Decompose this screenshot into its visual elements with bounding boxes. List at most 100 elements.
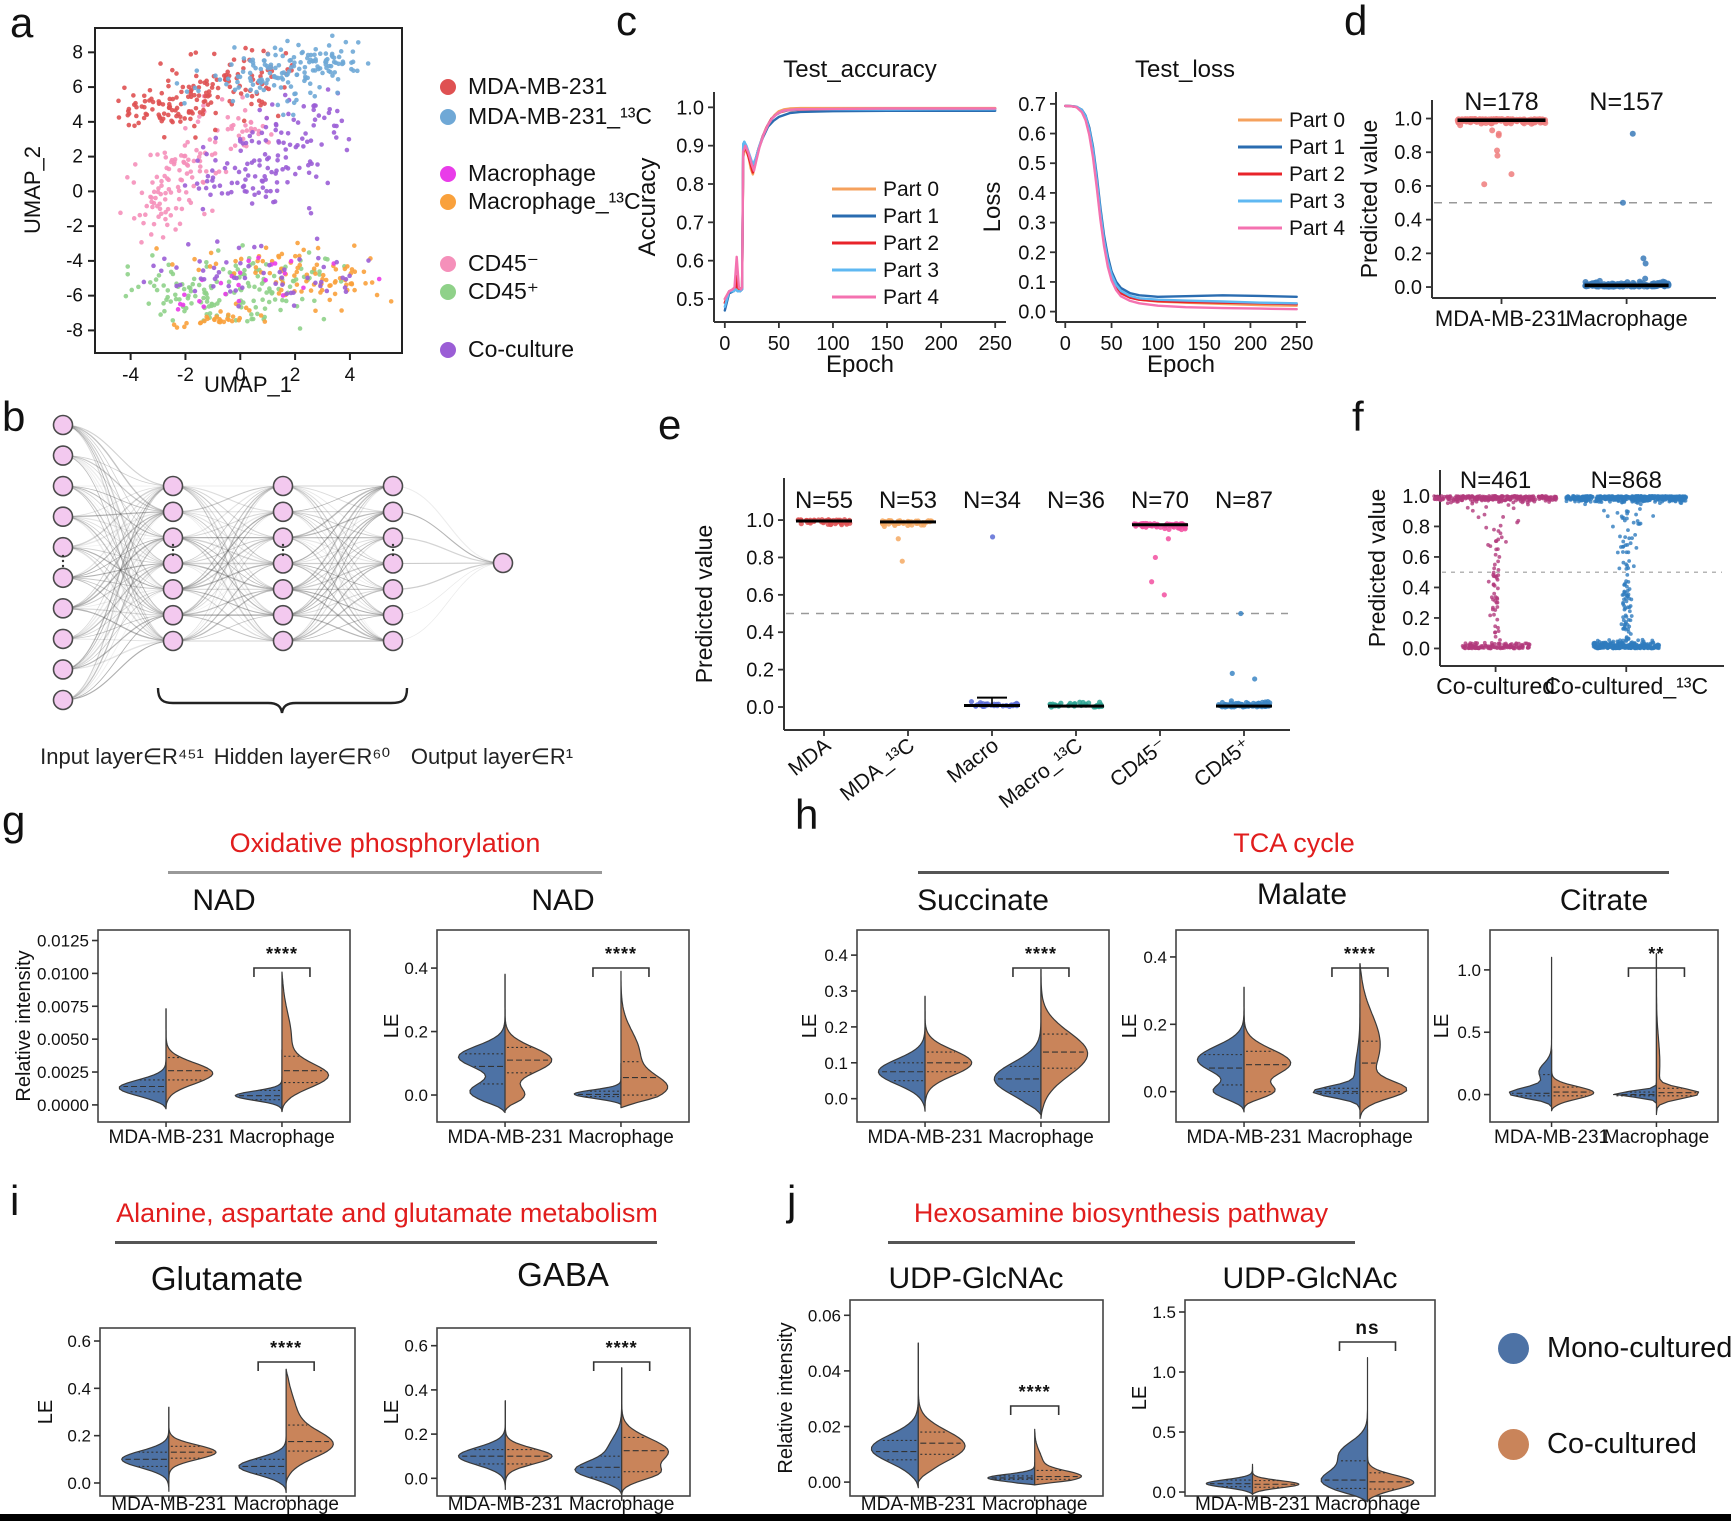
svg-text:MDA: MDA [784, 734, 835, 781]
svg-text:Macrophage: Macrophage [1565, 306, 1687, 331]
svg-text:0.5: 0.5 [1018, 153, 1046, 175]
svg-text:1.5: 1.5 [1152, 1303, 1176, 1322]
svg-text:0: 0 [1060, 333, 1071, 355]
svg-text:0.0: 0.0 [1152, 1483, 1176, 1502]
violin-plot-i2: 0.6 0.4 0.2 0.0 LE MDA-MB-231 Macrophage **** [381, 1327, 691, 1515]
svg-text:UMAP_1: UMAP_1 [204, 372, 292, 397]
svg-text:0.8: 0.8 [676, 174, 704, 196]
svg-text:0.02: 0.02 [808, 1417, 841, 1436]
svg-text:0: 0 [235, 365, 246, 386]
svg-text:MDA_¹³C: MDA_¹³C [836, 734, 919, 806]
strip-plot-d: 1.0 0.8 0.6 0.4 0.2 0.0 Predicted value MDA-MB-… [1356, 88, 1716, 331]
legend-label: CD45⁻ [468, 250, 539, 276]
svg-text:2: 2 [290, 365, 301, 386]
panel-c-label: c [616, 0, 637, 44]
svg-text:Macrophage: Macrophage [982, 1494, 1088, 1515]
svg-text:Macro: Macro [943, 734, 1003, 788]
svg-text:0.0: 0.0 [1143, 1083, 1167, 1102]
violin-title-j2: UDP-GlcNAc [1222, 1262, 1398, 1295]
svg-text:0.0125: 0.0125 [37, 932, 89, 951]
svg-text:0.0: 0.0 [1457, 1086, 1481, 1105]
legend-label: CD45⁺ [468, 278, 539, 304]
svg-text:0.2: 0.2 [1018, 242, 1046, 264]
plot-title-loss: Test_loss [1134, 56, 1236, 83]
svg-text:1.0: 1.0 [1402, 486, 1430, 508]
svg-text:N=157: N=157 [1589, 88, 1663, 116]
svg-text:0.3: 0.3 [1018, 213, 1046, 235]
svg-text:LE: LE [35, 1400, 57, 1424]
svg-text:0.4: 0.4 [824, 946, 848, 965]
svg-text:0.2: 0.2 [824, 1018, 848, 1037]
pathway-title-i: Alanine, aspartate and glutamate metabol… [116, 1198, 658, 1228]
svg-text:0.0: 0.0 [824, 1090, 848, 1109]
svg-text:0.4: 0.4 [67, 1379, 91, 1398]
svg-text:N=868: N=868 [1591, 467, 1662, 494]
legend-swatch-icon [440, 108, 456, 125]
svg-text:Co-cultured: Co-cultured [1436, 673, 1555, 699]
svg-text:MDA-MB-231: MDA-MB-231 [448, 1494, 563, 1515]
svg-text:0.4: 0.4 [404, 1381, 428, 1400]
svg-text:CD45⁻: CD45⁻ [1106, 734, 1171, 792]
svg-text:MDA-MB-231: MDA-MB-231 [1435, 306, 1568, 331]
svg-text:UMAP_2: UMAP_2 [20, 146, 45, 234]
svg-text:Loss: Loss [979, 182, 1006, 233]
violin-title-h2: Malate [1256, 878, 1348, 911]
svg-text:0.2: 0.2 [1402, 608, 1430, 630]
svg-text:Part 2: Part 2 [1289, 163, 1345, 186]
svg-text:0.9: 0.9 [676, 136, 704, 158]
svg-text:0.06: 0.06 [808, 1306, 841, 1325]
svg-text:Part 3: Part 3 [1289, 190, 1345, 213]
svg-text:0: 0 [72, 181, 83, 202]
svg-text:N=70: N=70 [1131, 487, 1189, 514]
svg-text:LE: LE [1129, 1386, 1151, 1410]
violin-title-g1: NAD [192, 884, 256, 917]
svg-text:Part 0: Part 0 [883, 178, 939, 201]
legend-label: Macrophage_¹³C [468, 188, 641, 214]
svg-text:0.5: 0.5 [1457, 1023, 1481, 1042]
svg-text:150: 150 [870, 333, 903, 355]
svg-text:Co-cultured_¹³C: Co-cultured_¹³C [1544, 673, 1708, 699]
svg-text:N=87: N=87 [1215, 487, 1273, 514]
svg-text:Part 2: Part 2 [883, 232, 939, 255]
svg-text:Macrophage: Macrophage [229, 1127, 335, 1148]
panel-h-label: h [795, 791, 819, 838]
svg-text:****: **** [606, 1338, 638, 1358]
svg-text:****: **** [1019, 1382, 1051, 1402]
violin-title-h1: Succinate [917, 884, 1049, 917]
violin-plot-j2: 1.5 1.0 0.5 0.0 LE MDA-MB-231 Macrophage ns [1129, 1299, 1436, 1515]
legend-swatch-icon [440, 193, 456, 210]
umap-legend-item: CD45⁺ [440, 278, 539, 305]
main-legend-item-mono: Mono-cultured [1498, 1332, 1731, 1365]
svg-text:0: 0 [719, 333, 730, 355]
line-plot-loss: 0.7 0.6 0.5 0.4 0.3 0.2 0.1 0.0 0 50 100 150 200 250 E… [979, 92, 1345, 378]
svg-text:0.7: 0.7 [676, 212, 704, 234]
svg-text:Macrophage: Macrophage [233, 1494, 339, 1515]
svg-text:LE: LE [1119, 1014, 1141, 1038]
svg-text:Part 4: Part 4 [883, 286, 939, 309]
svg-text:0.0075: 0.0075 [37, 997, 89, 1016]
violin-plot-h2: 0.4 0.2 0.0 LE MDA-MB-231 Macrophage **** [1119, 929, 1429, 1148]
svg-text:8: 8 [72, 42, 83, 63]
svg-text:MDA-MB-231: MDA-MB-231 [111, 1494, 226, 1515]
violin-plot-g2: 0.4 0.2 0.0 LE MDA-MB-231 Macrophage **** [381, 929, 690, 1148]
svg-text:MDA-MB-231: MDA-MB-231 [109, 1127, 224, 1148]
svg-text:0.0000: 0.0000 [37, 1096, 89, 1115]
svg-text:-2: -2 [66, 216, 83, 237]
svg-text:0.2: 0.2 [746, 660, 774, 682]
violin-plot-h1: 0.4 0.3 0.2 0.1 0.0 LE MDA-MB-231 Macrophage ***… [799, 929, 1110, 1148]
svg-text:****: **** [1025, 944, 1057, 964]
panel-a-label: a [10, 0, 34, 46]
svg-text:0.8: 0.8 [1394, 142, 1422, 164]
network-diagram [52, 414, 514, 714]
svg-text:****: **** [266, 944, 298, 964]
svg-text:1.0: 1.0 [746, 510, 774, 532]
panel-i-label: i [10, 1177, 20, 1224]
svg-text:200: 200 [924, 333, 957, 355]
svg-text:N=55: N=55 [795, 487, 853, 514]
umap-legend-item: Macrophage_¹³C [440, 188, 641, 215]
legend-swatch-icon [440, 165, 456, 182]
svg-text:****: **** [270, 1338, 302, 1358]
panel-d-label: d [1344, 0, 1368, 44]
svg-text:100: 100 [1141, 333, 1174, 355]
